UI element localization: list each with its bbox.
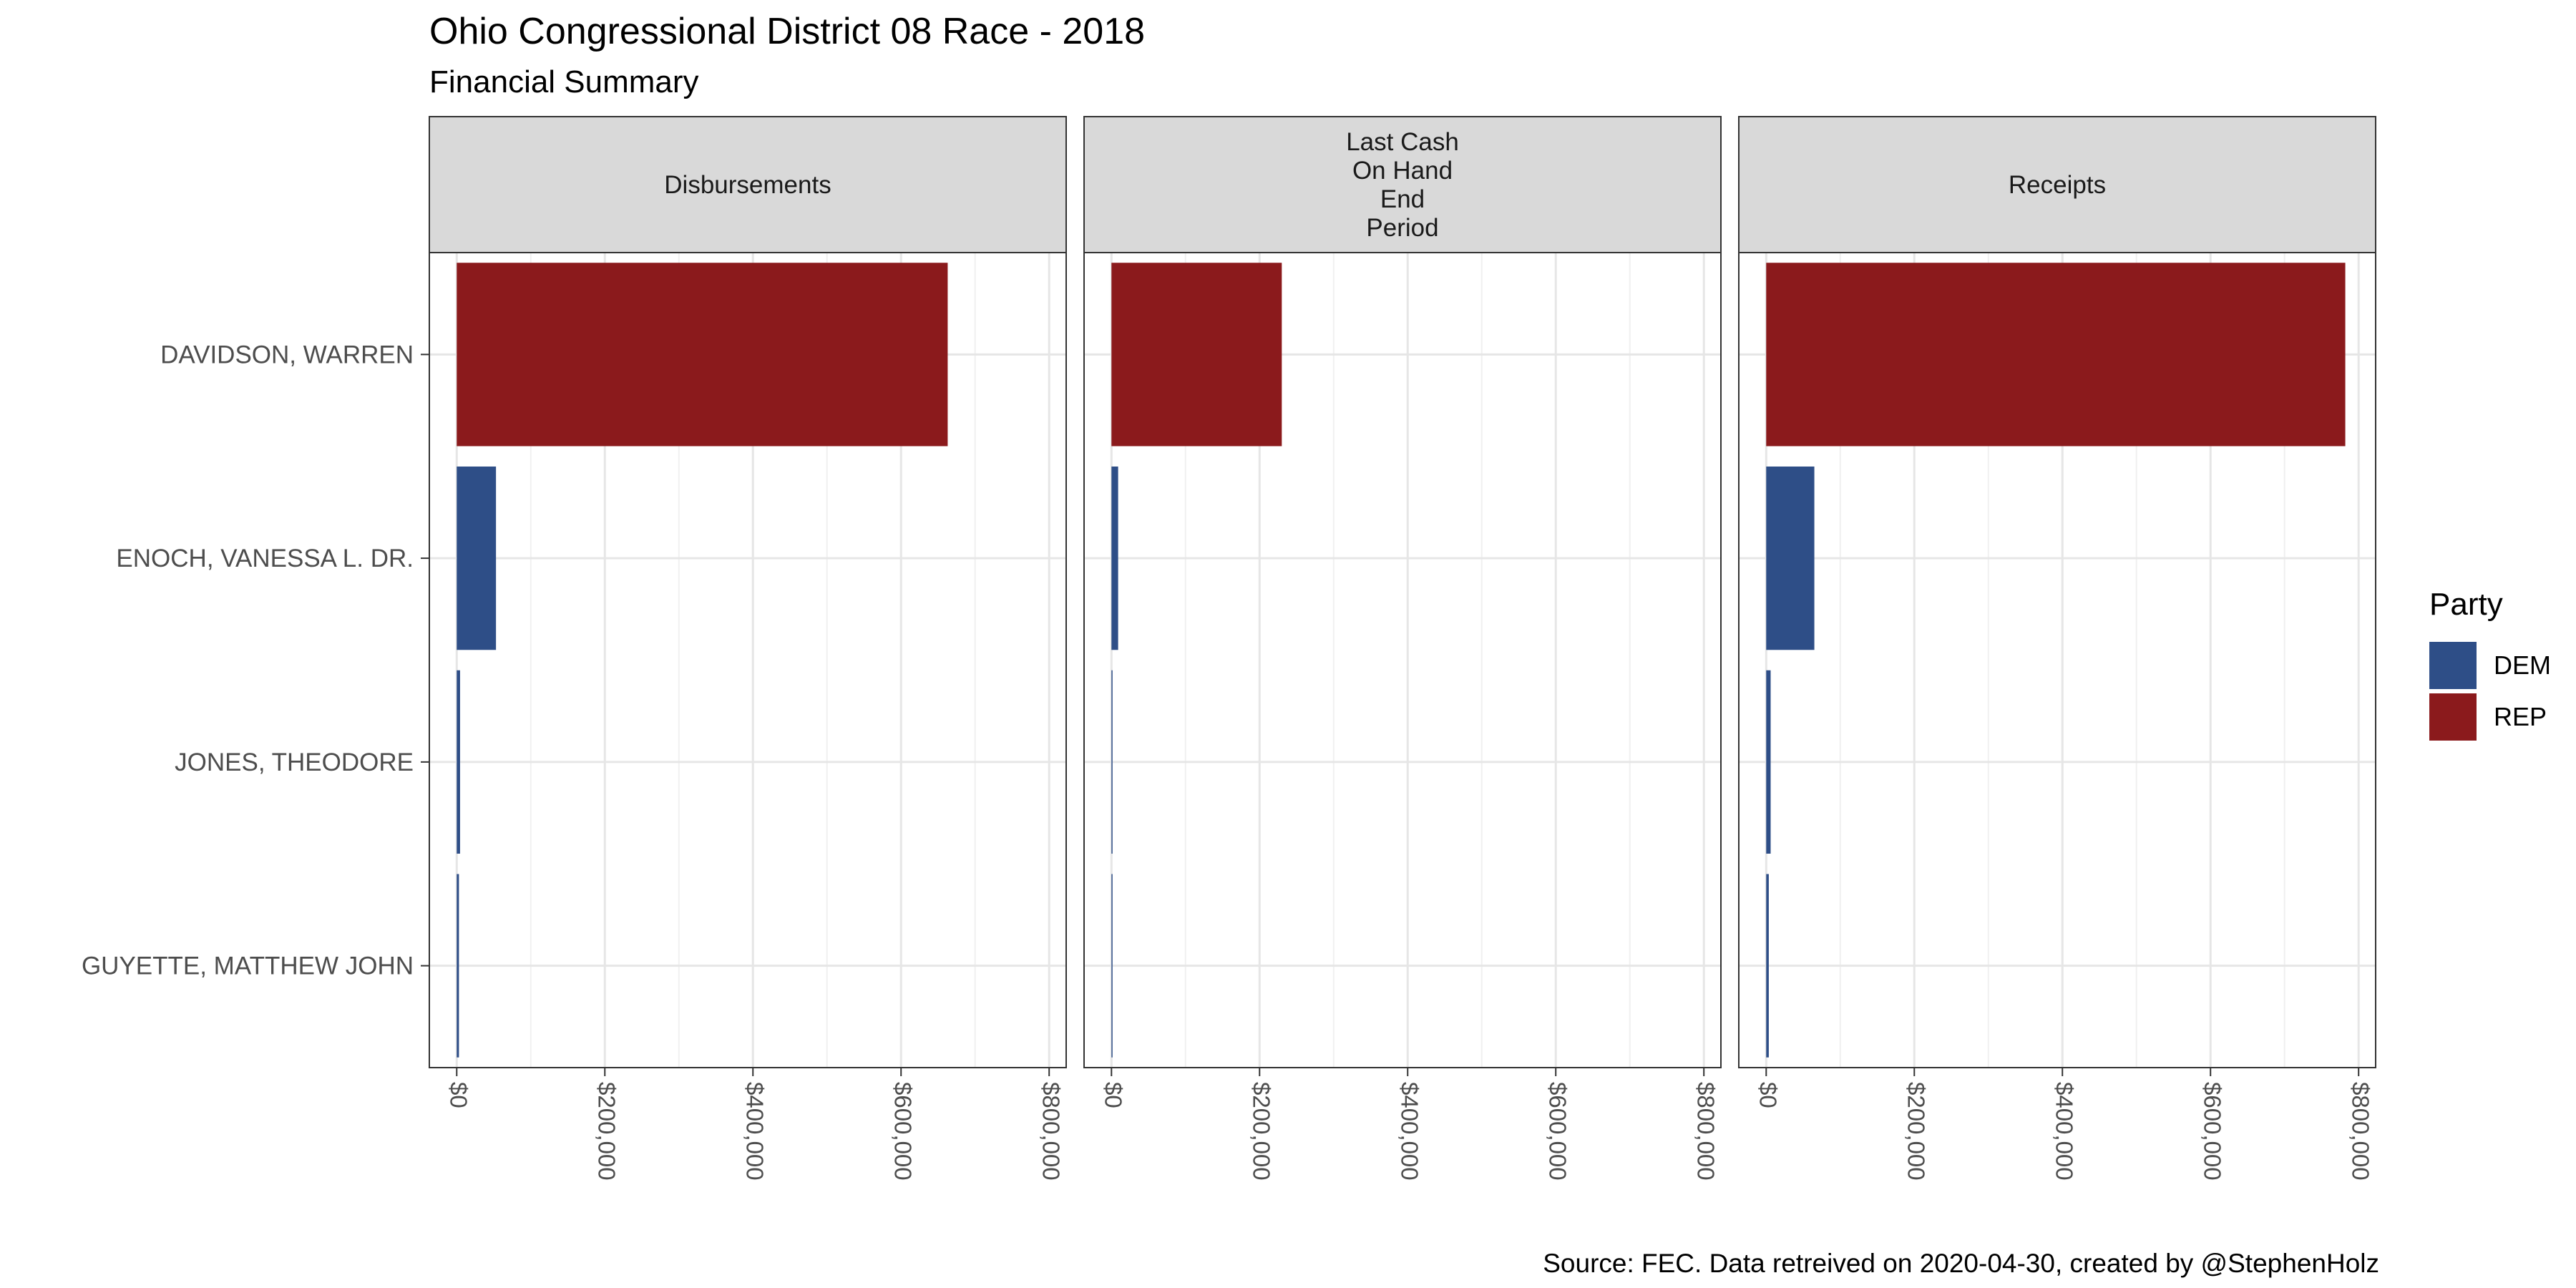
bar-0-2 bbox=[457, 670, 460, 854]
legend-label-dem: DEM bbox=[2494, 650, 2551, 680]
bar-1-0 bbox=[1111, 263, 1282, 447]
y-tick-label: JONES, THEODORE bbox=[175, 748, 414, 776]
bar-0-0 bbox=[457, 263, 948, 447]
x-tick-label: $400,000 bbox=[2051, 1082, 2078, 1181]
y-tick-label: GUYETTE, MATTHEW JOHN bbox=[82, 952, 414, 980]
legend-label-rep: REP bbox=[2494, 702, 2547, 731]
x-tick-label: $200,000 bbox=[1903, 1082, 1930, 1181]
bar-2-2 bbox=[1766, 670, 1771, 854]
bar-1-1 bbox=[1111, 466, 1118, 650]
legend: Party DEM REP bbox=[2429, 587, 2551, 743]
bar-2-1 bbox=[1766, 466, 1815, 650]
x-tick-label: $0 bbox=[446, 1082, 472, 1108]
x-tick-label: $200,000 bbox=[1249, 1082, 1275, 1181]
source-caption: Source: FEC. Data retreived on 2020-04-3… bbox=[1543, 1249, 2379, 1278]
facet-strip-1 bbox=[1083, 116, 1722, 253]
facet-strip-label-1: Last Cash On Hand End Period bbox=[1346, 128, 1459, 242]
legend-item-dem: DEM bbox=[2429, 640, 2551, 691]
bar-1-3 bbox=[1111, 874, 1113, 1058]
x-tick-label: $400,000 bbox=[1397, 1082, 1423, 1181]
legend-swatch-dem bbox=[2429, 642, 2477, 689]
chart-subtitle: Financial Summary bbox=[429, 64, 699, 99]
bar-2-3 bbox=[1766, 874, 1769, 1058]
facet-strip-label-2: Receipts bbox=[2009, 171, 2106, 199]
panel-border-1 bbox=[1083, 252, 1722, 1068]
x-tick-label: $800,000 bbox=[1692, 1082, 1719, 1181]
x-tick-label: $800,000 bbox=[1038, 1082, 1064, 1181]
bar-1-2 bbox=[1111, 670, 1113, 854]
y-tick-label: DAVIDSON, WARREN bbox=[160, 341, 414, 369]
x-tick-label: $0 bbox=[1101, 1082, 1127, 1108]
panel-border-0 bbox=[429, 252, 1067, 1068]
x-tick-label: $400,000 bbox=[742, 1082, 769, 1181]
x-tick-label: $200,000 bbox=[594, 1082, 620, 1181]
panel-border-2 bbox=[1738, 252, 2376, 1068]
facet-strip-label-0: Disbursements bbox=[664, 171, 831, 199]
x-tick-label: $800,000 bbox=[2347, 1082, 2373, 1181]
legend-item-rep: REP bbox=[2429, 691, 2551, 743]
legend-swatch-rep bbox=[2429, 693, 2477, 741]
facet-strip-2 bbox=[1738, 116, 2376, 253]
x-tick-label: $0 bbox=[1755, 1082, 1782, 1108]
y-tick-label: ENOCH, VANESSA L. DR. bbox=[116, 545, 414, 572]
legend-title: Party bbox=[2429, 587, 2503, 622]
bar-0-1 bbox=[457, 466, 497, 650]
bar-2-0 bbox=[1766, 263, 2346, 447]
bar-0-3 bbox=[457, 874, 459, 1058]
x-tick-label: $600,000 bbox=[1545, 1082, 1571, 1181]
chart-title: Ohio Congressional District 08 Race - 20… bbox=[429, 11, 1146, 52]
x-tick-label: $600,000 bbox=[890, 1082, 917, 1181]
x-tick-label: $600,000 bbox=[2200, 1082, 2226, 1181]
